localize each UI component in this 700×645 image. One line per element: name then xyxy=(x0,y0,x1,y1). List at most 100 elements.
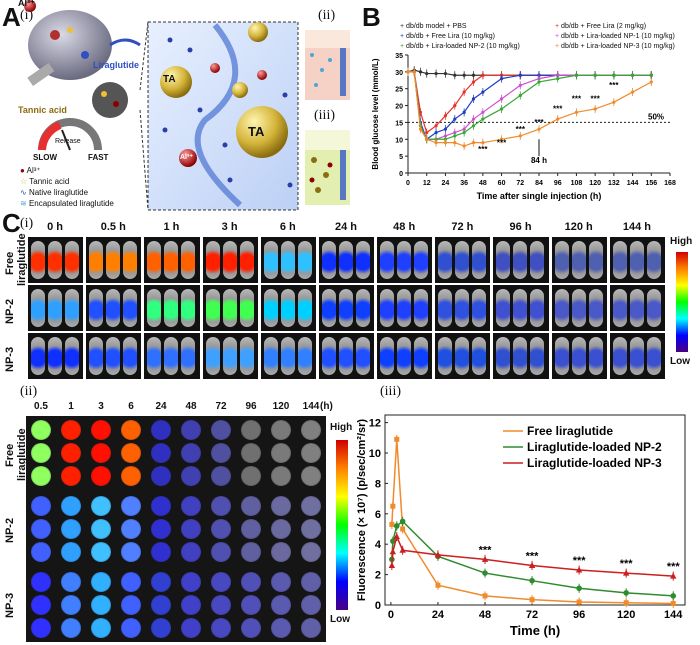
panel-c-sub-i: (i) xyxy=(20,216,34,231)
mouse-body xyxy=(239,289,254,327)
x-tick-label: 48 xyxy=(479,180,487,187)
al-dot-icon: ● xyxy=(20,166,27,175)
mouse-body xyxy=(355,289,370,327)
data-point xyxy=(435,582,441,588)
data-point xyxy=(443,141,448,145)
data-point xyxy=(453,141,457,145)
well xyxy=(151,519,171,539)
well xyxy=(91,542,111,562)
well xyxy=(61,595,81,615)
mouse-body xyxy=(48,337,62,375)
x-tick-label: 24 xyxy=(442,180,450,187)
data-point xyxy=(388,561,396,568)
well xyxy=(151,572,171,592)
y-tick-label: 12 xyxy=(369,418,381,430)
data-point xyxy=(529,597,535,603)
data-point xyxy=(412,70,416,74)
x-tick-label: 24 xyxy=(432,609,445,621)
data-point xyxy=(471,97,476,101)
well xyxy=(211,618,231,638)
mouse-image xyxy=(376,284,434,332)
mouse-body xyxy=(414,241,429,279)
mouse-body xyxy=(106,241,121,279)
data-point xyxy=(462,144,466,148)
x-tick-label: 156 xyxy=(645,180,657,187)
mouse-image xyxy=(376,236,434,284)
mouse-body xyxy=(321,337,336,375)
colorbar-1 xyxy=(676,252,688,352)
data-point xyxy=(418,70,423,74)
mouse-body xyxy=(106,337,121,375)
data-point xyxy=(481,73,485,77)
data-point xyxy=(612,100,616,104)
scale-low-2: Low xyxy=(330,614,350,625)
mouse-body xyxy=(612,337,627,375)
mouse-body xyxy=(438,289,453,327)
mouse-body xyxy=(106,289,121,327)
well-time-label: 3 xyxy=(98,401,104,412)
y-tick-label: 6 xyxy=(375,509,381,521)
x-tick-label: 12 xyxy=(423,180,431,187)
legend-native: ∿ Native liraglutide xyxy=(20,188,89,197)
y-axis-label: Fluorescence (× 10⁷) (p/sec/cm²/sr) xyxy=(356,419,368,601)
y-tick-label: 5 xyxy=(399,154,403,161)
well-row-label-free: Free liraglutide xyxy=(4,428,28,482)
mouse-body xyxy=(355,241,370,279)
row-label-np3: NP-3 xyxy=(4,346,16,372)
data-point xyxy=(623,590,629,596)
data-point xyxy=(630,73,635,77)
data-point xyxy=(393,533,400,540)
data-point xyxy=(394,436,400,442)
well xyxy=(181,542,201,562)
data-point xyxy=(499,77,504,81)
data-point xyxy=(462,110,466,114)
mouse-body xyxy=(380,241,395,279)
well xyxy=(241,519,261,539)
mouse-image xyxy=(608,236,666,284)
data-point xyxy=(576,585,582,592)
well xyxy=(211,420,231,440)
well-time-label: 72 xyxy=(215,401,227,412)
well xyxy=(121,542,141,562)
data-point xyxy=(462,73,466,77)
well xyxy=(271,519,291,539)
data-point xyxy=(471,124,476,128)
data-point xyxy=(518,83,522,87)
mouse-body xyxy=(629,337,644,375)
significance-mark: *** xyxy=(516,125,526,134)
well xyxy=(31,519,51,539)
data-point xyxy=(670,600,676,606)
well xyxy=(121,466,141,486)
well xyxy=(61,466,81,486)
well xyxy=(151,542,171,562)
well xyxy=(301,519,321,539)
mouse-body xyxy=(472,289,487,327)
well xyxy=(61,420,81,440)
mouse-body xyxy=(297,241,312,279)
data-point xyxy=(434,71,438,76)
x-tick-label: 132 xyxy=(608,180,620,187)
mouse-body xyxy=(414,337,429,375)
significance-mark: *** xyxy=(573,555,587,567)
data-point xyxy=(471,73,476,77)
mouse-image xyxy=(259,236,317,284)
mouse-body xyxy=(646,289,661,327)
data-point xyxy=(518,134,522,138)
well-unit: (h) xyxy=(320,401,333,412)
data-point xyxy=(471,117,476,121)
well xyxy=(31,466,51,486)
well xyxy=(271,496,291,516)
data-point xyxy=(453,73,457,77)
mouse-body xyxy=(380,337,395,375)
x-tick-label: 120 xyxy=(589,180,601,187)
panel-b-legend-left: + db/db model + PBS + db/db + Free Lira … xyxy=(400,22,520,52)
panel-c-letter: C xyxy=(2,208,21,238)
x-tick-label: 96 xyxy=(554,180,562,187)
mouse-body xyxy=(222,337,237,375)
data-point xyxy=(529,577,535,584)
mouse-body xyxy=(65,241,79,279)
well xyxy=(151,496,171,516)
data-point xyxy=(670,593,677,599)
panel-a-letter: A xyxy=(2,2,21,32)
data-point xyxy=(399,546,406,553)
